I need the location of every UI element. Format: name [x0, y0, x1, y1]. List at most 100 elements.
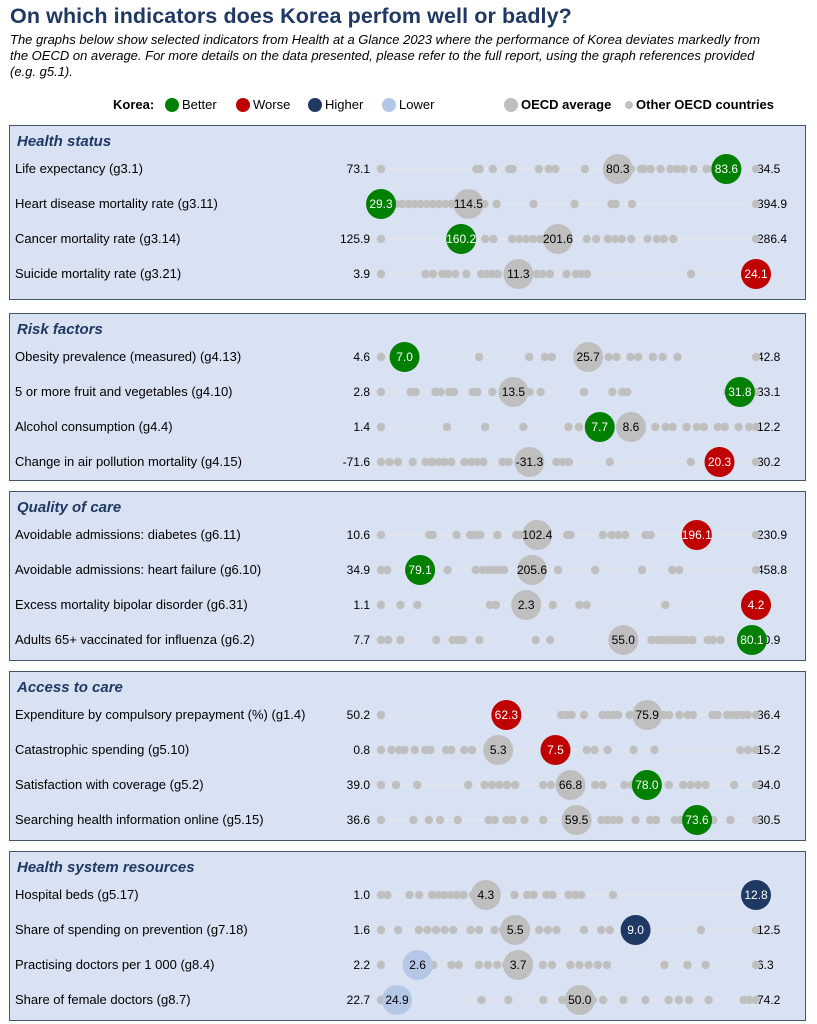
oecd-average-dot — [608, 625, 639, 655]
indicator-row: Suicide mortality rate (g3.21) 3.9 11.3 24.… — [10, 257, 805, 291]
other-country-dot — [531, 635, 540, 645]
other-country-dot — [502, 815, 511, 825]
other-country-dot — [579, 387, 589, 397]
panel-health-status: Health status Life expectancy (g3.1) 73.1 8… — [9, 125, 806, 300]
other-country-dot — [558, 457, 567, 467]
other-country-dot — [428, 199, 438, 209]
other-country-dot — [540, 352, 550, 362]
other-country-dot — [664, 995, 673, 1005]
other-country-dot — [453, 890, 462, 900]
legend-lower: Lower — [382, 97, 434, 112]
other-country-dot — [434, 199, 444, 209]
other-country-dot — [459, 890, 468, 900]
korea-value: 24.9 — [385, 993, 409, 1007]
other-country-dot — [590, 745, 599, 755]
other-country-dot — [511, 780, 520, 790]
other-country-dot — [376, 352, 386, 362]
other-country-dot — [476, 530, 485, 540]
dot-plot-track: 5.5 9.0 — [376, 915, 761, 945]
other-country-dot — [543, 925, 553, 935]
oecd-average-value: 55.0 — [612, 633, 636, 647]
other-country-dot — [651, 815, 661, 825]
korea-marker: 7.0 — [389, 342, 420, 372]
oecd-average-marker: 3.7 — [503, 950, 534, 980]
oecd-average-value: 59.5 — [565, 813, 589, 827]
korea-marker: 7.5 — [540, 735, 571, 765]
oecd-average-dot — [522, 520, 553, 550]
korea-dot — [491, 700, 522, 730]
other-country-dot — [493, 530, 502, 540]
korea-value: 20.3 — [708, 455, 732, 469]
other-country-dot — [577, 890, 586, 900]
korea-value: 196.1 — [682, 528, 712, 542]
min-value-label: 1.1 — [353, 598, 370, 612]
other-country-dot — [627, 234, 636, 244]
other-country-dot — [428, 530, 437, 540]
other-country-dot — [659, 234, 669, 244]
other-country-dot — [376, 710, 386, 720]
other-country-dot — [423, 925, 432, 935]
other-country-dot — [376, 745, 386, 755]
other-country-dot — [651, 422, 660, 432]
legend-worse: Worse — [236, 97, 290, 112]
other-country-dot — [484, 815, 493, 825]
oecd-average-dot — [514, 447, 545, 477]
other-country-dot — [508, 815, 517, 825]
other-country-dot — [582, 234, 592, 244]
other-country-dot — [666, 164, 675, 174]
other-country-dot — [664, 710, 674, 720]
korea-marker: 20.3 — [704, 447, 735, 477]
other-country-dot — [574, 422, 584, 432]
other-country-dot — [376, 925, 386, 935]
legend-higher-dot — [308, 97, 322, 112]
oecd-average-dot — [555, 770, 586, 800]
other-country-dot — [678, 780, 688, 790]
min-value-label: 36.6 — [346, 813, 370, 827]
other-country-dot — [686, 457, 695, 467]
other-country-dot — [507, 234, 517, 244]
other-country-dot — [535, 234, 545, 244]
other-country-dot — [688, 710, 698, 720]
korea-dot — [711, 154, 742, 184]
other-country-dot — [729, 780, 739, 790]
oecd-average-value: 50.0 — [568, 993, 592, 1007]
oecd-average-dot — [503, 259, 534, 289]
oecd-average-dot — [632, 700, 663, 730]
korea-value: 160.2 — [446, 232, 476, 246]
indicator-row: Heart disease mortality rate (g3.11) 394.… — [10, 187, 805, 221]
oecd-average-dot — [498, 377, 529, 407]
min-value-label: 0.8 — [353, 743, 370, 757]
other-country-dot — [376, 457, 386, 467]
indicator-label: Share of spending on prevention (g7.18) — [15, 922, 248, 937]
korea-dot — [446, 224, 477, 254]
other-country-dot — [534, 164, 544, 174]
oecd-average-value: 8.6 — [623, 420, 640, 434]
korea-dot — [366, 189, 396, 219]
other-country-dot — [404, 199, 413, 209]
other-country-dot — [447, 457, 456, 467]
other-country-dot — [620, 780, 629, 790]
other-country-dot — [547, 960, 557, 970]
other-country-dot — [579, 710, 589, 720]
other-country-dot — [743, 745, 753, 755]
korea-value: 4.2 — [748, 598, 765, 612]
other-country-dot — [744, 422, 754, 432]
indicator-row: Share of female doctors (g8.7) 22.7 74.2 50… — [10, 983, 805, 1017]
other-country-dot — [547, 352, 557, 362]
other-country-dot — [597, 815, 606, 825]
oecd-average-marker: 25.7 — [573, 342, 604, 372]
other-country-dot — [672, 164, 682, 174]
indicator-label: Cancer mortality rate (g3.14) — [15, 231, 181, 246]
indicator-row: Catastrophic spending (g5.10) 0.8 15.2 5.3 7… — [10, 733, 805, 767]
oecd-average-value: 5.5 — [507, 923, 524, 937]
oecd-average-marker: 5.3 — [483, 735, 514, 765]
max-value-label: 84.5 — [757, 162, 781, 176]
korea-dot — [382, 985, 413, 1015]
indicator-label: Heart disease mortality rate (g3.11) — [15, 196, 218, 211]
other-country-dot — [462, 269, 471, 279]
max-value-label: 42.8 — [757, 350, 781, 364]
max-value-label: 286.4 — [757, 232, 788, 246]
korea-value: 9.0 — [627, 923, 644, 937]
korea-dot — [724, 377, 755, 407]
korea-marker: 2.6 — [402, 950, 433, 980]
